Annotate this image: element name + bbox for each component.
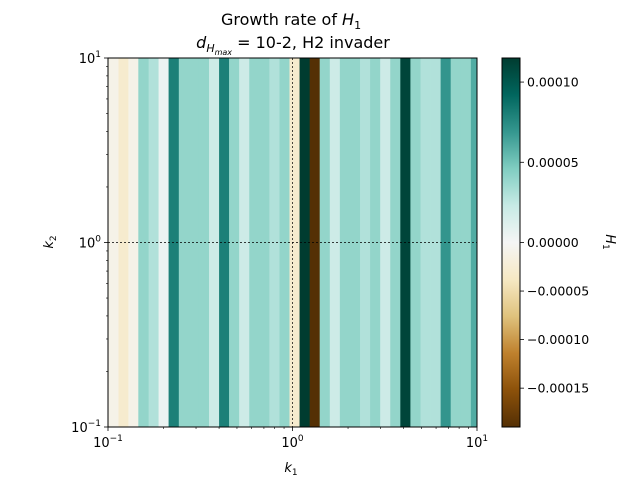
chart-title-line2: dHmax = 10-2, H2 invader [196, 33, 390, 57]
heatmap-column [209, 58, 220, 427]
heatmap-column [229, 58, 240, 427]
x-tick-label: 100 [281, 434, 304, 451]
colorbar-tick-label: 0.00005 [527, 155, 579, 170]
x-axis-label: k1 [284, 461, 297, 478]
plot-area [107, 57, 478, 428]
heatmap-column [450, 58, 462, 427]
x-tick-label: 10−1 [93, 434, 123, 451]
heatmap-column [158, 58, 169, 427]
heatmap-column [460, 58, 472, 427]
heatmap-column [430, 58, 442, 427]
x-axis-ticks: 10−1 100 101 [93, 427, 488, 451]
colorbar-ticks: 0.00010 0.00005 0.00000 −0.00005 −0.00010 −0.… [520, 75, 589, 396]
colorbar-tick-label: −0.00005 [527, 284, 589, 299]
heatmap-column [188, 58, 200, 427]
colorbar-tick-label: 0.00010 [527, 75, 579, 90]
x-tick-label: 101 [466, 434, 488, 451]
heatmap-column [138, 58, 150, 427]
heatmap-column [349, 58, 361, 427]
heatmap-column [178, 58, 190, 427]
heatmap-column [309, 58, 321, 427]
y-tick-label: 10−1 [71, 419, 101, 436]
heatmap-column [269, 58, 280, 427]
y-tick-label: 101 [79, 50, 101, 67]
heatmap-column [289, 58, 300, 427]
chart-title-line1: Growth rate of H1 [221, 10, 361, 32]
colorbar-tick-label: 0.00000 [527, 235, 579, 250]
colorbar-tick-label: −0.00010 [527, 332, 589, 347]
y-axis-label: k2 [42, 235, 59, 248]
colorbar-label: H1 [600, 234, 617, 250]
heatmap-column [390, 58, 401, 427]
heatmap-column [118, 58, 129, 427]
y-axis-ticks: 10−1 100 101 [71, 50, 108, 436]
heatmap-column [370, 58, 381, 427]
heatmap-column [470, 58, 478, 427]
colorbar-gradient [501, 57, 521, 428]
colorbar-tick-label: −0.00015 [527, 381, 589, 396]
colorbar: 0.00010 0.00005 0.00000 −0.00005 −0.00010 −0.… [501, 57, 617, 428]
heatmap-column [329, 58, 341, 427]
y-tick-label: 100 [79, 235, 102, 252]
heatmap-column [249, 58, 260, 427]
heatmap-column [410, 58, 421, 427]
